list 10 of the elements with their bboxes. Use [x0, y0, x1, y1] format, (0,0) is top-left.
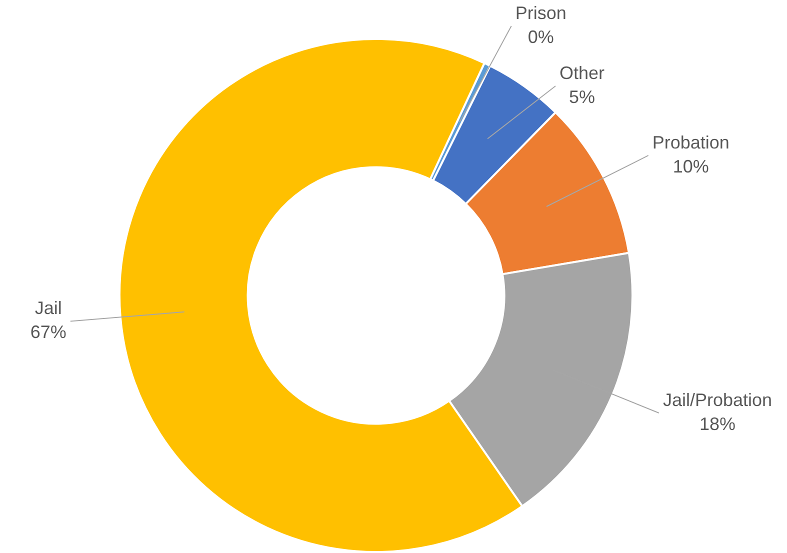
slice-label: Jail/Probation	[662, 390, 772, 410]
data-label: 67%	[30, 322, 66, 342]
slice-label: Jail	[34, 298, 62, 318]
data-label: 10%	[672, 156, 709, 176]
slice-label: Probation	[652, 132, 730, 152]
slice-label: Other	[559, 62, 605, 83]
slice-label: Prison	[515, 2, 566, 23]
data-label: 0%	[528, 26, 554, 47]
data-label: 18%	[699, 414, 736, 434]
data-label: 5%	[569, 86, 596, 107]
